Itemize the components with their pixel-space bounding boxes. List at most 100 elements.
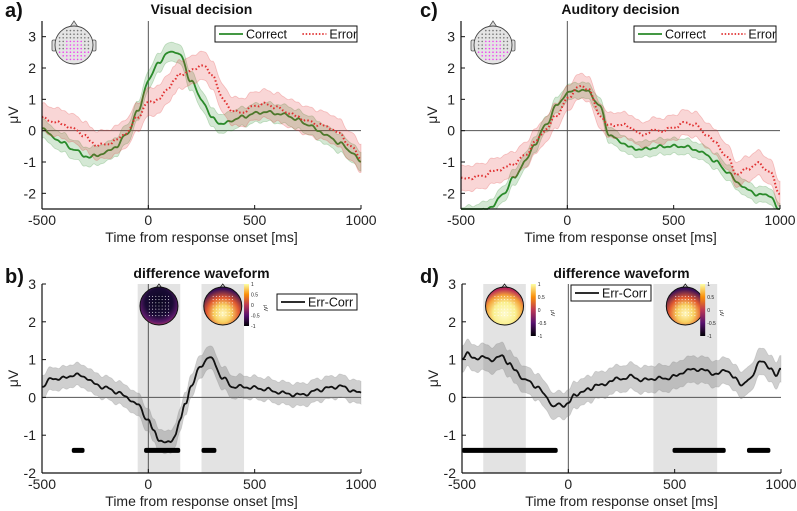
y-tick-label: 1 — [447, 91, 455, 107]
y-tick-label: 3 — [448, 276, 456, 292]
topomap-electrode — [691, 315, 693, 317]
y-tick-label: 2 — [448, 314, 456, 330]
electrode-dot — [76, 40, 79, 43]
electrode-dot — [485, 29, 487, 32]
topomap-electrode — [675, 315, 677, 317]
colorbar: 1 0.5 0 -0.5 -1 μV — [530, 282, 555, 340]
topomap-electrode — [691, 299, 693, 301]
x-axis-label: Time from response onset [ms] — [524, 229, 716, 245]
topomap-electrode — [212, 295, 214, 297]
topomap-electrode — [500, 302, 502, 304]
topomap-electrode — [161, 295, 163, 297]
topomap-electrode — [152, 305, 154, 307]
topomap-electrode — [155, 308, 157, 310]
topomap-electrode — [684, 299, 686, 301]
electrode-dot — [66, 47, 68, 50]
topomap-electrode — [222, 305, 224, 307]
topomap-electrode — [681, 311, 683, 313]
electrode-dot — [492, 47, 494, 50]
x-tick-label: 500 — [662, 212, 686, 228]
y-tick-label: 1 — [28, 91, 36, 107]
electrode-dot — [73, 55, 75, 57]
electrode-dot — [506, 44, 509, 46]
electrode-dot — [477, 47, 480, 50]
topomap-electrode — [684, 311, 686, 313]
topomap-electrode — [497, 295, 499, 297]
topomap-electrode — [158, 295, 160, 297]
topomap-electrode — [691, 305, 693, 307]
topomap — [485, 283, 525, 326]
electrode-dot — [488, 37, 491, 39]
panel-label: b) — [5, 266, 24, 288]
y-tick-label: 0 — [28, 123, 36, 139]
x-tick-label: 1000 — [345, 212, 376, 228]
panel-c: -2 -1 0 1 2 3 -500 0 500 1000 Time from response o… — [420, 0, 796, 245]
x-axis-label: Time from response onset [ms] — [105, 493, 297, 509]
topomap-electrode — [161, 308, 163, 310]
x-tick-label: 500 — [663, 476, 687, 492]
electrode-dot — [499, 44, 502, 46]
topomap-electrode — [678, 305, 680, 307]
topomap-electrode — [148, 305, 150, 307]
topomap-electrode — [212, 308, 214, 310]
electrode-dot — [69, 55, 72, 57]
y-tick-label: -2 — [24, 465, 37, 481]
colorbar-scale — [700, 284, 706, 336]
panel-a: -2 -1 0 1 2 3 -500 0 500 1000 Time from response o… — [5, 0, 377, 245]
topomap-electrode — [231, 315, 233, 317]
topomap-electrode — [681, 308, 683, 310]
colorbar-tick-label: 0.5 — [251, 293, 258, 299]
topomap-electrode — [155, 315, 157, 317]
electrode-dot — [84, 40, 86, 43]
topomap-electrode — [497, 311, 499, 313]
colorbar-tick-label: 0 — [707, 308, 710, 314]
colorbar-tick-label: -1 — [538, 334, 543, 340]
topomap-electrode — [513, 295, 515, 297]
electrode-dot — [506, 47, 509, 50]
electrode-dot — [499, 29, 502, 32]
legend-entry-error: Error — [748, 28, 776, 42]
electrode-dot — [492, 44, 494, 46]
electrode-dot — [499, 55, 502, 57]
head-inset — [51, 20, 97, 65]
topomap-electrode — [215, 295, 217, 297]
topomap-electrode — [168, 315, 170, 317]
topomap-electrode — [500, 315, 502, 317]
topomap-electrode — [500, 305, 502, 307]
topomap-electrode — [155, 311, 157, 313]
significance-bar — [462, 447, 558, 453]
electrode-dot — [477, 40, 480, 43]
electrode-dot — [69, 40, 72, 43]
topomap-electrode — [681, 302, 683, 304]
electrode-dot — [69, 58, 72, 61]
topomap-electrode — [691, 302, 693, 304]
x-tick-label: 0 — [144, 212, 152, 228]
topomap-electrode — [503, 302, 506, 304]
topomap-electrode — [231, 305, 233, 307]
electrode-dot — [477, 51, 480, 53]
electrode-dot — [87, 47, 90, 50]
x-tick-label: 1000 — [765, 476, 796, 492]
topomap-electrode — [694, 299, 696, 301]
topomap-nose — [501, 283, 508, 289]
topomap-electrode — [678, 308, 680, 310]
y-tick-label: 0 — [447, 123, 455, 139]
electrode-dot — [58, 47, 61, 50]
electrode-dot — [481, 33, 484, 35]
legend-box — [276, 293, 358, 311]
topomap-electrode — [164, 302, 166, 304]
topomap-electrode — [687, 295, 690, 297]
topomap-electrode — [148, 295, 150, 297]
electrode-dot — [481, 47, 484, 50]
electrode-dot — [477, 37, 480, 39]
electrode-dot — [66, 33, 68, 35]
topomap-electrode — [148, 302, 150, 304]
x-tick-label: 1000 — [345, 476, 376, 492]
ci-band-error — [41, 50, 362, 174]
y-tick-label: 3 — [28, 29, 36, 45]
legend-entry-correct: Correct — [665, 28, 707, 42]
topomap-electrode — [494, 302, 496, 304]
topomap-electrode — [161, 299, 163, 301]
panel-title: difference waveform — [553, 265, 689, 281]
topomap-electrode — [161, 315, 163, 317]
